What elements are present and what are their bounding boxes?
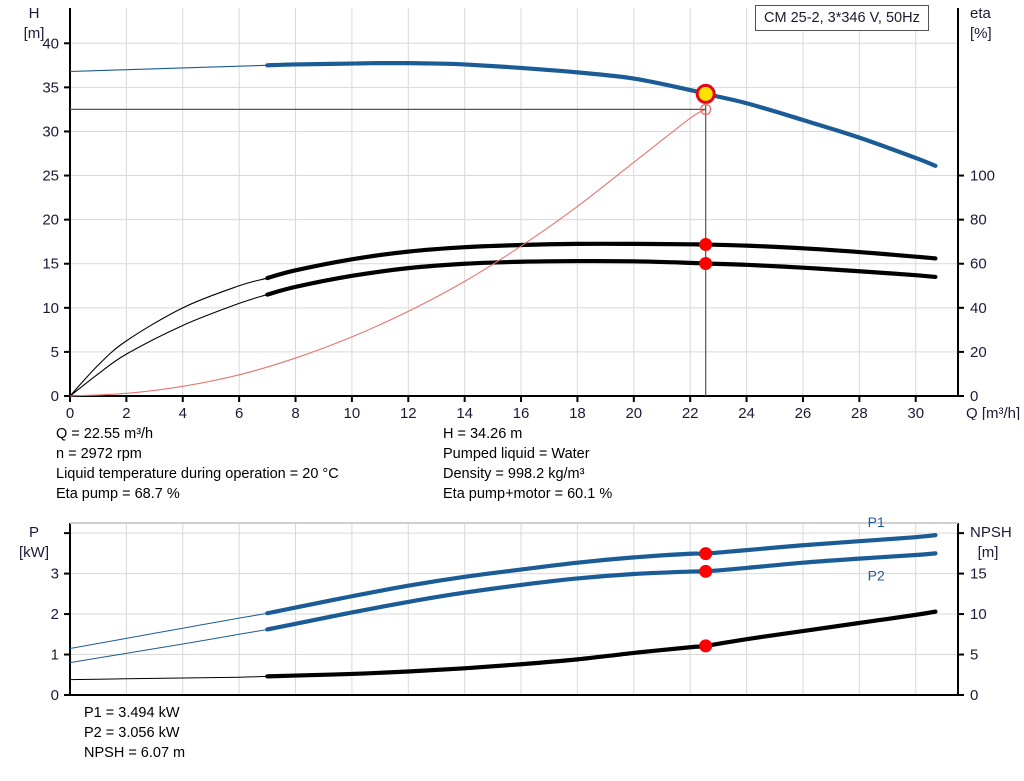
p1-curve-label: P1 — [868, 515, 885, 530]
upper-x-tick-label: 0 — [66, 405, 74, 420]
upper-left-tick-label: 40 — [42, 35, 59, 52]
op-q: Q = 22.55 m³/h — [56, 426, 154, 442]
lower-right-axis-name: NPSH — [970, 524, 1012, 541]
upper-x-tick-label: 24 — [738, 405, 755, 420]
operating-point-column-1: Q = 22.55 m³/h n = 2972 rpm Liquid tempe… — [56, 424, 339, 504]
upper-x-tick-label: 16 — [513, 405, 530, 420]
upper-x-tick-label: 22 — [682, 405, 699, 420]
upper-x-tick-label: 8 — [291, 405, 299, 420]
upper-right-tick-label: 80 — [970, 212, 987, 229]
upper-left-tick-label: 10 — [42, 300, 59, 317]
op-pumped-liquid: Pumped liquid = Water — [443, 446, 590, 462]
op-eta-pump: Eta pump = 68.7 % — [56, 486, 180, 502]
summary-npsh: NPSH = 6.07 m — [84, 745, 186, 761]
operating-point-column-2: H = 34.26 m Pumped liquid = Water Densit… — [443, 424, 612, 504]
lower-right-tick-label: 0 — [970, 687, 978, 704]
duty-point-system[interactable] — [699, 103, 712, 116]
curve-eta-pump-motor-bold — [265, 258, 938, 297]
upper-x-tick-label: 28 — [851, 405, 868, 420]
curve-p2-bold — [265, 551, 938, 632]
lower-right-tick-label: 5 — [970, 647, 978, 664]
upper-right-tick-label: 40 — [970, 300, 987, 317]
lower-right-axis-unit: [m] — [978, 544, 999, 561]
duty-point-head[interactable] — [695, 83, 716, 104]
upper-x-tick-label: 14 — [456, 405, 473, 420]
duty-point-p1[interactable] — [699, 547, 713, 561]
pump-model-title-box: CM 25-2, 3*346 V, 50Hz — [755, 5, 929, 31]
upper-x-tick-label: 20 — [625, 405, 642, 420]
upper-gridlines — [69, 8, 958, 396]
duty-point-p2[interactable] — [699, 564, 713, 578]
upper-right-tick-label: 100 — [970, 168, 995, 185]
upper-left-tick-label: 0 — [51, 388, 59, 405]
curve-system-curve — [69, 108, 706, 397]
upper-right-axis-unit: [%] — [970, 25, 992, 42]
op-n: n = 2972 rpm — [56, 446, 142, 462]
upper-x-tick-label: 6 — [235, 405, 243, 420]
upper-x-tick-label: 18 — [569, 405, 586, 420]
curve-npsh-bold — [265, 609, 938, 679]
curve-npsh-thin — [69, 611, 936, 681]
curve-p1-bold — [265, 533, 938, 616]
power-summary: P1 = 3.494 kW P2 = 3.056 kW NPSH = 6.07 … — [84, 703, 185, 763]
power-npsh-chart: 0 1 2 3 0 5 10 15 P [kW] NPSH [m] P1 P2 — [19, 515, 1012, 704]
duty-point-eta-pump-motor[interactable] — [699, 257, 713, 271]
op-h: H = 34.26 m — [443, 426, 523, 442]
upper-x-tick-label: 4 — [179, 405, 187, 420]
curve-eta-pump-motor-thin — [69, 260, 936, 397]
upper-x-tick-label: 30 — [907, 405, 924, 420]
p2-curve-label: P2 — [868, 568, 885, 584]
lower-left-tick-label: 3 — [51, 566, 59, 583]
upper-left-axis-name: H — [29, 5, 40, 22]
lower-left-tick-label: 2 — [51, 606, 59, 623]
upper-right-axis-name: eta — [970, 5, 992, 22]
lower-gridlines — [69, 523, 958, 695]
upper-x-tick-label: 2 — [122, 405, 130, 420]
upper-x-axis-title: Q [m³/h] — [966, 405, 1020, 420]
duty-point-eta-pump[interactable] — [699, 238, 713, 252]
upper-left-axis-unit: [m] — [24, 25, 45, 42]
lower-left-axis-name: P — [29, 524, 39, 541]
lower-right-tick-label: 15 — [970, 566, 987, 583]
upper-left-tick-label: 35 — [42, 79, 59, 96]
duty-point-npsh[interactable] — [699, 639, 713, 653]
upper-right-tick-label: 60 — [970, 256, 987, 273]
summary-p2: P2 = 3.056 kW — [84, 725, 180, 741]
lower-left-axis-unit: [kW] — [19, 544, 49, 561]
upper-left-tick-label: 20 — [42, 212, 59, 229]
upper-left-tick-label: 5 — [51, 344, 59, 361]
upper-x-tick-label: 12 — [400, 405, 417, 420]
op-eta-pump-motor: Eta pump+motor = 60.1 % — [443, 486, 613, 502]
summary-p1: P1 = 3.494 kW — [84, 705, 180, 721]
curve-h-head--bold — [265, 60, 938, 168]
upper-left-tick-label: 25 — [42, 168, 59, 185]
upper-right-tick-label: 20 — [970, 344, 987, 361]
lower-right-tick-label: 10 — [970, 606, 987, 623]
upper-left-tick-label: 15 — [42, 256, 59, 273]
op-liquid-temperature: Liquid temperature during operation = 20… — [56, 466, 339, 482]
upper-right-tick-label: 0 — [970, 388, 978, 405]
curve-eta-pump-bold — [265, 241, 938, 281]
upper-x-tick-label: 10 — [344, 405, 361, 420]
upper-x-tick-label: 26 — [795, 405, 812, 420]
pump-model-label: CM 25-2, 3*346 V, 50Hz — [764, 10, 920, 26]
lower-left-tick-label: 0 — [51, 687, 59, 704]
lower-left-tick-label: 1 — [51, 647, 59, 664]
curve-h-head--thin — [69, 62, 936, 167]
upper-left-tick-label: 30 — [42, 123, 59, 140]
op-density: Density = 998.2 kg/m³ — [443, 466, 585, 482]
